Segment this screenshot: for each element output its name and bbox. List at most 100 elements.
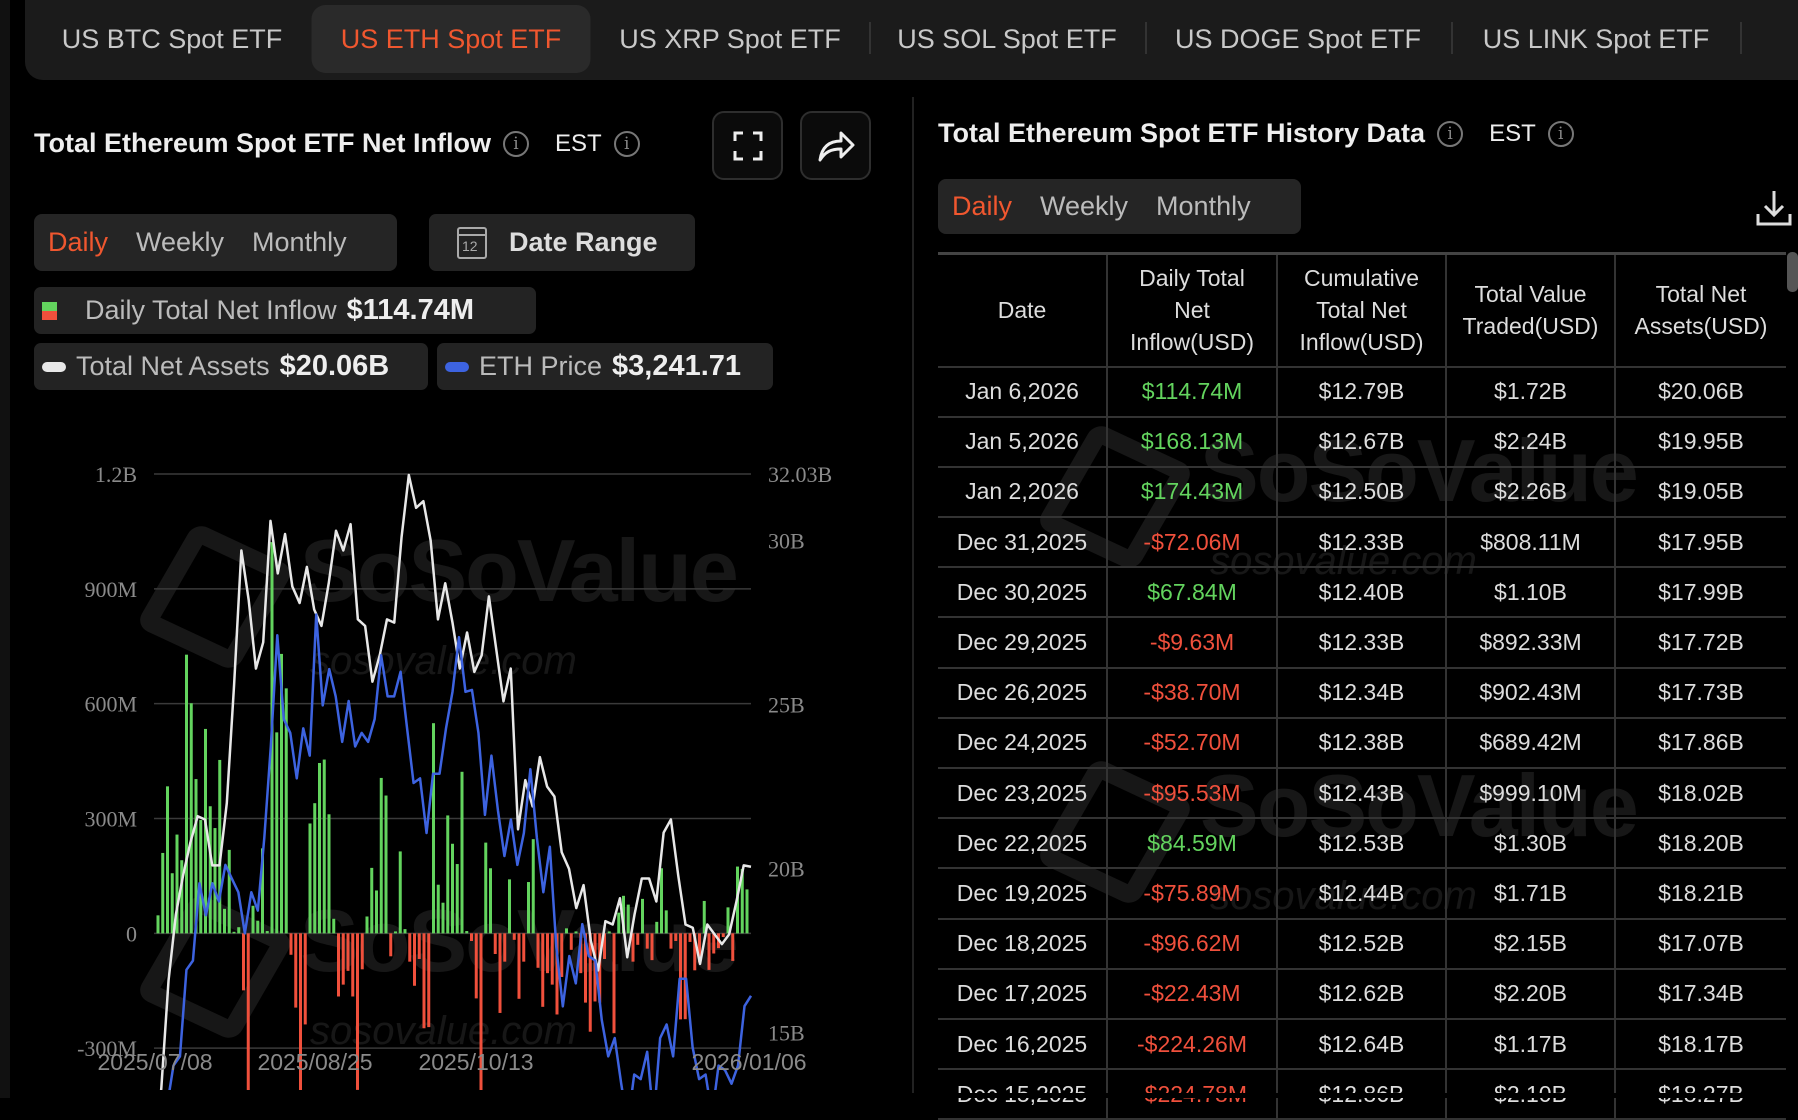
inflow-bar	[379, 777, 383, 934]
inflow-bar	[588, 933, 592, 1032]
cell-net-assets: $20.06B	[1615, 365, 1786, 418]
share-icon	[818, 131, 854, 161]
cell-net-assets: $18.17B	[1615, 1017, 1786, 1071]
left-axis-tick: -300M	[77, 1036, 137, 1061]
right-axis-tick: 25B	[768, 693, 805, 718]
col-net-assets[interactable]: Total Net Assets(USD)	[1614, 252, 1786, 368]
legend-eth-price[interactable]: ETH Price $3,241.71	[437, 343, 773, 390]
inflow-bar	[251, 905, 255, 934]
download-button[interactable]	[1754, 188, 1794, 233]
tab-xrp[interactable]: US XRP Spot ETF	[619, 24, 841, 54]
table-row[interactable]: Dec 29,2025 -$9.63M $12.33B $892.33M $17.72B	[938, 616, 1786, 669]
cell-daily-inflow: $174.43M	[1107, 465, 1278, 519]
col-date[interactable]: Date	[938, 252, 1108, 368]
inflow-bar	[265, 931, 269, 934]
inflow-bar	[432, 723, 435, 934]
inflow-bar	[403, 929, 407, 934]
cell-net-assets: $17.72B	[1615, 616, 1786, 669]
x-axis-tick: 2025/08/25	[257, 1049, 372, 1075]
table-scrollbar[interactable]	[1787, 252, 1798, 292]
table-row[interactable]: Dec 17,2025 -$22.43M $12.62B $2.20B $17.34B	[938, 967, 1786, 1020]
cell-cumulative-inflow: $12.62B	[1277, 967, 1447, 1020]
inflow-bar	[536, 933, 540, 968]
period-daily[interactable]: Daily	[48, 227, 109, 257]
eth-price-line	[168, 613, 753, 1090]
inflow-bar	[308, 823, 312, 934]
cell-cumulative-inflow: $12.50B	[1277, 465, 1447, 519]
inflow-bar	[622, 895, 625, 934]
cell-cumulative-inflow: $12.44B	[1277, 867, 1447, 920]
col-cumulative-inflow[interactable]: Cumulative Total Net Inflow(USD)	[1276, 252, 1447, 368]
cell-cumulative-inflow: $12.52B	[1277, 917, 1447, 970]
table-row[interactable]: Jan 2,2026 $174.43M $12.50B $2.26B $19.05B	[938, 465, 1786, 519]
period-monthly[interactable]: Monthly	[1156, 191, 1251, 221]
inflow-bar	[470, 933, 473, 941]
legend-daily-inflow[interactable]: Daily Total Net Inflow $114.74M	[34, 287, 536, 334]
calendar-icon: 12	[457, 226, 487, 259]
tab-doge[interactable]: US DOGE Spot ETF	[1174, 24, 1422, 54]
info-icon[interactable]: i	[1547, 120, 1574, 147]
x-axis-tick: 2026/01/06	[691, 1049, 806, 1075]
tab-link[interactable]: US LINK Spot ETF	[1482, 24, 1710, 54]
inflow-bar	[584, 933, 587, 1003]
cell-value-traded: $1.17B	[1446, 1017, 1616, 1071]
cell-daily-inflow: -$224.26M	[1107, 1017, 1278, 1071]
cell-cumulative-inflow: $12.33B	[1277, 616, 1447, 669]
table-row[interactable]: Dec 31,2025 -$72.06M $12.33B $808.11M $17.95…	[938, 516, 1786, 569]
inflow-bar	[161, 852, 165, 934]
fullscreen-button[interactable]	[712, 111, 783, 180]
info-icon[interactable]: i	[613, 130, 640, 157]
table-row[interactable]: Dec 26,2025 -$38.70M $12.34B $902.43M $17.73…	[938, 666, 1786, 719]
inflow-bar	[189, 703, 193, 934]
table-row[interactable]: Dec 18,2025 -$96.62M $12.52B $2.15B $17.07B	[938, 917, 1786, 970]
inflow-bar	[489, 868, 492, 934]
table-row[interactable]: Dec 19,2025 -$75.89M $12.44B $1.71B $18.21B	[938, 867, 1786, 920]
inflow-bar	[417, 933, 421, 959]
inflow-bar	[503, 933, 507, 962]
inflow-bar	[346, 933, 350, 971]
cell-daily-inflow: $67.84M	[1107, 566, 1278, 619]
inflow-bar	[351, 933, 355, 997]
table-row[interactable]: Dec 24,2025 -$52.70M $12.38B $689.42M $17.86…	[938, 716, 1786, 770]
net-inflow-chart[interactable]: 1.2B900M600M300M0-300M-600M32.03B30B25B2…	[0, 440, 900, 1090]
cell-value-traded: $1.72B	[1446, 365, 1616, 418]
period-daily[interactable]: Daily	[952, 191, 1013, 221]
legend-net-assets[interactable]: Total Net Assets $20.06B	[34, 343, 428, 390]
inflow-bar	[261, 848, 264, 934]
cell-date: Jan 6,2026	[938, 365, 1108, 418]
date-range-button[interactable]: 12 Date Range	[429, 214, 695, 271]
fullscreen-icon	[733, 131, 762, 160]
table-row[interactable]: Dec 30,2025 $67.84M $12.40B $1.10B $17.99B	[938, 566, 1786, 619]
cell-cumulative-inflow: $12.79B	[1277, 365, 1447, 418]
inflow-bar	[612, 933, 616, 1034]
inflow-bar	[550, 933, 554, 985]
tab-btc[interactable]: US BTC Spot ETF	[61, 24, 283, 54]
info-icon[interactable]: i	[503, 130, 529, 157]
cell-value-traded: $689.42M	[1446, 716, 1616, 770]
tab-sol[interactable]: US SOL Spot ETF	[897, 24, 1117, 54]
table-row[interactable]: Dec 23,2025 -$95.53M $12.43B $999.10M $18.02…	[938, 766, 1786, 820]
col-daily-inflow[interactable]: Daily Total Net Inflow(USD)	[1106, 252, 1278, 368]
cell-daily-inflow: $84.59M	[1107, 817, 1278, 870]
cell-daily-inflow: -$9.63M	[1107, 616, 1278, 669]
cell-daily-inflow: -$72.06M	[1107, 516, 1278, 569]
table-row[interactable]: Jan 5,2026 $168.13M $12.67B $2.24B $19.95B	[938, 415, 1786, 468]
cell-value-traded: $1.71B	[1446, 867, 1616, 920]
table-row[interactable]: Dec 22,2025 $84.59M $12.53B $1.30B $18.20B	[938, 817, 1786, 870]
tab-eth[interactable]: US ETH Spot ETF	[311, 5, 591, 73]
inflow-bar	[413, 933, 416, 986]
share-button[interactable]	[800, 111, 871, 180]
tab-separator	[869, 22, 871, 54]
inflow-bar	[650, 933, 654, 961]
table-row[interactable]: Jan 6,2026 $114.74M $12.79B $1.72B $20.06B	[938, 365, 1786, 418]
table-row[interactable]: Dec 16,2025 -$224.26M $12.64B $1.17B $18.17B	[938, 1017, 1786, 1071]
col-value-traded[interactable]: Total Value Traded(USD)	[1445, 252, 1616, 368]
period-weekly[interactable]: Weekly	[136, 227, 225, 257]
inflow-bar	[256, 920, 260, 934]
info-icon[interactable]: i	[1437, 120, 1464, 147]
inflow-bar	[356, 933, 359, 1090]
period-weekly[interactable]: Weekly	[1040, 191, 1129, 221]
inflow-bar	[484, 842, 488, 934]
cell-daily-inflow: $114.74M	[1107, 365, 1278, 418]
period-monthly[interactable]: Monthly	[252, 227, 347, 257]
